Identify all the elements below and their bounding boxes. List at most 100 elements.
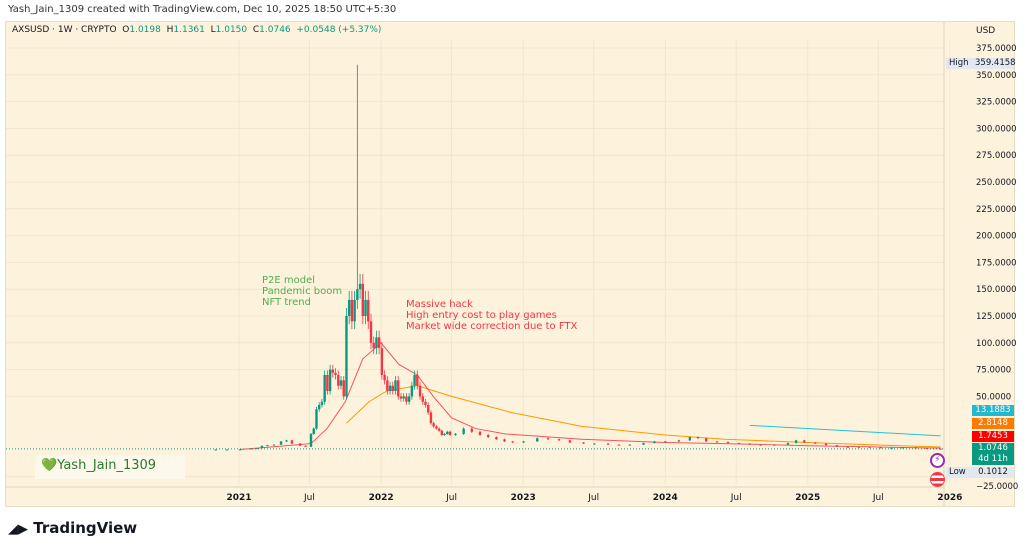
candle-body [939,448,942,450]
candle-body [642,443,645,445]
candle-body [416,374,419,386]
candle-body [593,443,596,445]
fast-ma-badge: 1.7453 [972,431,1014,442]
low-value: 1.0150 [215,25,248,35]
bar-countdown: 4d 11h [978,454,1008,464]
candle-body [356,289,359,300]
candle-body [432,423,435,427]
candle-body [369,321,373,343]
time-axis-label: 2022 [369,493,394,503]
candle-body [582,442,585,444]
candle-body [786,443,790,445]
candle-body [653,441,656,444]
candle-body [350,299,354,322]
candle-body [803,440,806,443]
candle-body [914,447,918,449]
candle-body [522,441,525,443]
candle-body [260,445,264,449]
candle-body [794,440,798,444]
candle-body [320,401,324,405]
candle-body [312,428,315,434]
price-axis-label: 125.0000 [976,312,1017,322]
price-axis-label: 50.0000 [976,392,1011,402]
time-axis-label: Jul [445,493,457,503]
time-axis-label: 2025 [795,493,820,503]
candle-body [446,431,449,434]
candle-body [315,409,318,429]
candle-body [495,437,498,440]
trendline [749,424,941,437]
candle-body [454,433,457,435]
annotation-bearish: Massive hack High entry cost to play gam… [406,299,577,332]
candle-body [367,299,370,322]
candle-body [478,431,482,435]
candle-body [879,447,882,449]
candle-body [443,433,446,435]
candle-body [437,428,441,431]
candle-body [503,439,506,442]
us-flag-event-icon[interactable] [930,472,945,487]
candle-body [846,446,850,448]
candle-body [347,299,351,316]
candle-body [868,446,871,448]
candle-body [824,443,828,446]
candle-body [391,385,394,392]
lightning-event-icon[interactable]: ⚡ [930,453,945,468]
candle-body [424,401,427,405]
candle-body [405,396,408,402]
price-axis-label: 275.0000 [976,151,1017,161]
candle-body [225,449,229,451]
candle-body [813,442,817,444]
annotation-line: NFT trend [262,297,311,308]
candle-body [925,448,929,450]
low-label: L [210,25,216,35]
candle-body [331,369,335,373]
high-badge-label: High [946,58,972,69]
low-badge-label: Low [946,467,972,478]
candle-body [435,426,438,429]
open-label: O [122,25,130,35]
time-axis-label: 2021 [226,493,251,503]
price-axis-label: 350.0000 [976,71,1017,81]
candle-body [737,443,741,445]
candle-body [773,444,776,446]
candle-body [364,299,367,316]
candle-body [536,438,539,442]
candle-body [304,445,307,447]
high-value: 1.1361 [173,25,205,35]
candle-body [511,441,514,443]
fast-moving-average-line [240,342,941,450]
candle-body [568,440,572,443]
annotation-line: Massive hack [406,299,473,310]
time-axis-label: Jul [872,493,884,503]
candle-body [726,441,730,444]
candle-body [421,396,424,402]
symbol-info: AXSUSD · 1W · CRYPTO [12,25,117,35]
price-axis-label: 300.0000 [976,124,1017,134]
candle-body [486,434,490,438]
time-axis-label: Jul [730,493,742,503]
price-axis-label: 225.0000 [976,205,1017,215]
annotation-line: High entry cost to play games [406,310,557,321]
candle-body [427,404,430,413]
candle-body [334,372,337,375]
candle-body [448,431,452,435]
price-axis-label: 375.0000 [976,44,1017,54]
time-axis-label: Jul [587,493,599,503]
slow-ma-badge: 2.8148 [972,418,1014,429]
candle-body [353,299,356,322]
currency-label[interactable]: USD [976,26,996,36]
candle-body [214,449,217,451]
candle-body [857,446,861,448]
time-axis-label: 2026 [937,493,962,503]
low-badge: 0.1012 [972,467,1014,478]
candle-body [298,443,302,446]
candle-body [249,448,253,450]
symbol-legend: AXSUSD · 1W · CRYPTO O1.0198 H1.1361 L1.… [12,25,381,35]
price-axis-label: 175.0000 [976,258,1017,268]
candle-body [394,380,397,392]
candle-body [337,374,340,386]
candle-body [407,396,411,402]
last-price-badge: 1.0746 4d 11h [972,443,1014,465]
